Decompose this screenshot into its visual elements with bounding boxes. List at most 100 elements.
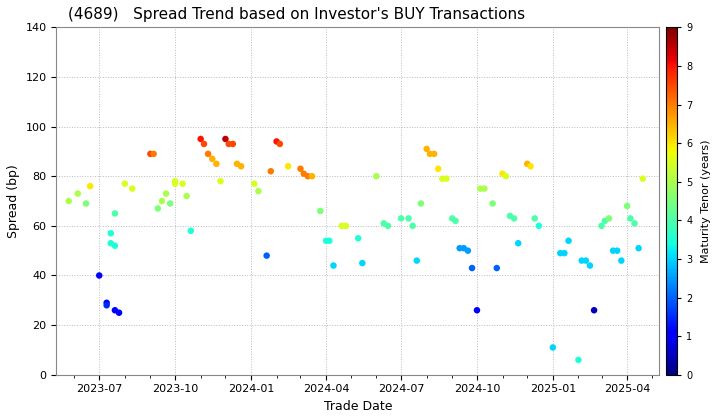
Point [424,150,436,157]
Point [559,250,570,257]
Point [161,190,172,197]
Point [402,215,414,222]
Point [458,245,469,252]
Point [109,307,121,314]
Point [607,247,618,254]
Point [504,213,516,219]
Point [328,262,339,269]
Point [145,150,156,157]
Point [198,141,210,147]
Point [563,237,575,244]
Point [467,265,478,271]
Point [195,136,207,142]
Point [611,247,623,254]
Point [210,160,222,167]
Point [572,357,584,363]
Point [185,228,197,234]
Point [576,257,588,264]
Point [84,183,96,189]
Point [525,163,536,170]
Point [629,220,640,227]
Point [436,175,448,182]
Point [227,141,238,147]
Point [298,171,310,177]
Point [169,180,181,187]
Point [294,165,306,172]
Point [371,173,382,180]
Point [378,220,390,227]
Point [105,240,117,247]
Point [621,202,633,209]
Point [471,307,482,314]
Point [169,178,181,184]
Point [637,175,649,182]
Point [353,235,364,242]
Point [282,163,294,170]
Point [215,178,226,184]
Y-axis label: Maturity Tenor (years): Maturity Tenor (years) [701,139,711,263]
Point [497,171,508,177]
Point [603,215,615,222]
Point [421,146,433,152]
Point [207,155,218,162]
Point [411,257,423,264]
Point [306,173,318,180]
Point [109,210,121,217]
Point [323,237,335,244]
Point [105,230,117,236]
Point [441,175,452,182]
Point [521,160,533,167]
Point [588,307,600,314]
Point [513,240,524,247]
Point [479,185,490,192]
Point [80,200,91,207]
Point [428,150,440,157]
Point [584,262,595,269]
Point [433,165,444,172]
Point [415,200,427,207]
Point [181,193,192,199]
Point [235,163,247,170]
Point [127,185,138,192]
X-axis label: Trade Date: Trade Date [323,400,392,413]
Point [454,245,465,252]
Point [500,173,512,180]
Point [580,257,592,264]
Point [223,141,235,147]
Point [248,180,260,187]
Point [202,150,214,157]
Point [302,173,314,180]
Point [274,141,286,147]
Point [491,265,503,271]
Point [94,272,105,279]
Point [336,223,348,229]
Point [113,310,125,316]
Point [261,252,272,259]
Point [148,150,159,157]
Point [462,247,474,254]
Point [595,223,607,229]
Point [72,190,84,197]
Point [220,136,231,142]
Point [474,185,486,192]
Point [547,344,559,351]
Point [382,223,394,229]
Point [231,160,243,167]
Point [508,215,520,222]
Point [271,138,282,145]
Point [599,218,611,224]
Point [101,302,112,309]
Y-axis label: Spread (bp): Spread (bp) [7,164,20,238]
Point [253,188,264,194]
Point [356,260,368,266]
Point [156,198,168,205]
Point [164,200,176,207]
Point [407,223,418,229]
Point [395,215,407,222]
Point [177,180,189,187]
Point [487,200,498,207]
Point [63,198,74,205]
Point [616,257,627,264]
Point [633,245,644,252]
Point [340,223,351,229]
